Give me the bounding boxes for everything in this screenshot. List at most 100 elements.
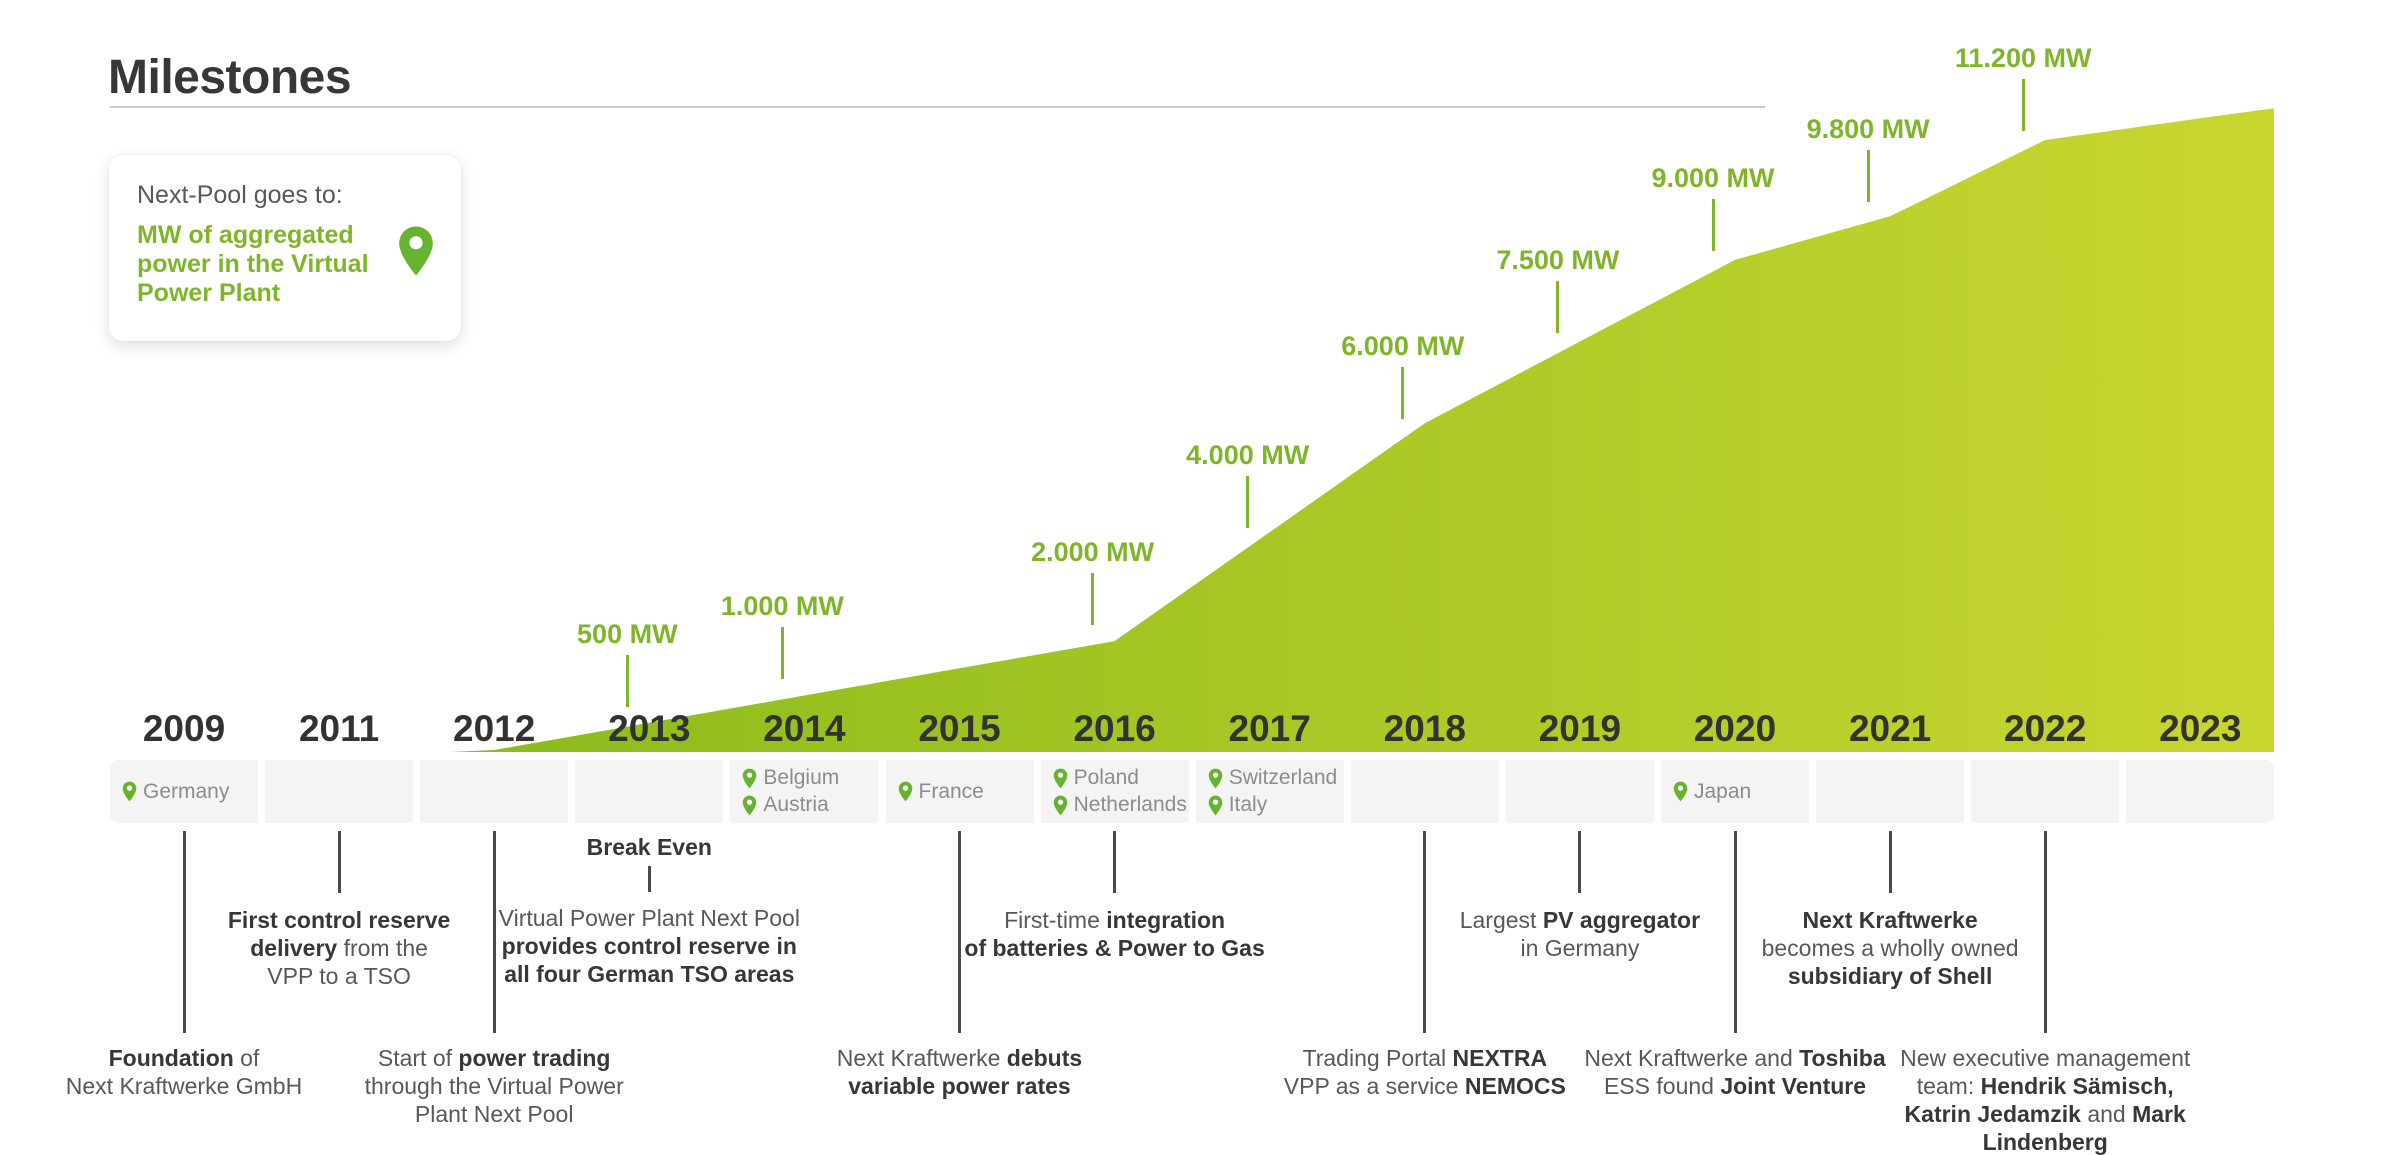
milestone-prelabel-2013: Break Even: [586, 834, 712, 860]
mw-value-label-2016: 2.000 MW: [1031, 536, 1155, 567]
location-pin-icon: [397, 225, 435, 282]
country-band-cell-2021: [1816, 760, 1965, 823]
milestone-text-2021: Next Kraftwerke becomes a wholly owned sub…: [1761, 907, 2019, 989]
mw-value-label-2018: 6.000 MW: [1341, 330, 1465, 361]
year-label-2023: 2023: [2159, 708, 2242, 749]
milestone-text-2020: Next Kraftwerke and Toshiba ESS found Joi…: [1584, 1045, 1886, 1099]
area-series: [450, 108, 2274, 753]
country-name: Poland: [1073, 766, 1139, 789]
country-name: Belgium: [763, 766, 840, 789]
mw-value-label-2019: 7.500 MW: [1496, 245, 1620, 276]
milestone-text-2019: Largest PV aggregator in Germany: [1459, 907, 1701, 961]
milestone-text-2016: First-time integration of batteries & Pow…: [964, 907, 1265, 961]
year-label-2021: 2021: [1848, 708, 1932, 749]
mw-value-label-2014: 1.000 MW: [720, 591, 844, 622]
year-label-2014: 2014: [763, 708, 846, 749]
milestone-connector-2022: [2043, 831, 2047, 1033]
country-list-2009: Germany: [110, 760, 258, 823]
mw-value-label-2013: 500 MW: [577, 618, 678, 649]
page-title: Milestones: [108, 51, 352, 105]
legend-card: Next-Pool goes to: MW of aggregated powe…: [109, 155, 461, 341]
country-band-cell-2013: [575, 760, 724, 823]
milestone-connector-2019: [1578, 831, 1582, 893]
country-item-netherlands: Netherlands: [1053, 793, 1189, 817]
milestone-connector-2011: [337, 831, 341, 893]
country-name: France: [918, 779, 984, 803]
country-name: Germany: [143, 779, 230, 803]
mw-value-label-2021: 9.800 MW: [1806, 114, 1930, 145]
mw-value-label-2022: 11.200 MW: [1954, 42, 2092, 73]
milestone-connector-2009: [182, 831, 186, 1033]
milestone-text-2018: Trading Portal NEXTRA VPP as a service NE…: [1283, 1045, 1566, 1099]
year-label-2022: 2022: [2004, 708, 2087, 749]
country-item-poland: Poland: [1053, 766, 1189, 790]
country-item-germany: Germany: [122, 780, 258, 804]
country-item-austria: Austria: [742, 793, 878, 817]
year-label-2012: 2012: [453, 708, 536, 749]
mw-tick-2018: [1401, 366, 1405, 419]
mw-tick-2016: [1091, 572, 1095, 625]
mw-tick-2020: [1711, 199, 1715, 252]
legend-highlight: MW of aggregated power in the Virtual Po…: [137, 221, 369, 307]
milestone-connector-2012: [492, 831, 496, 1033]
milestone-connector-2013: [647, 866, 651, 892]
year-label-2016: 2016: [1073, 708, 1156, 749]
milestone-text-2022: New executive management team: Hendrik Sä…: [1900, 1045, 2191, 1155]
country-item-italy: Italy: [1208, 793, 1344, 817]
country-band-cell-2012: [420, 760, 569, 823]
country-list-2015: France: [886, 760, 1034, 823]
country-band-cell-2023: [2126, 760, 2275, 823]
country-name: Japan: [1694, 779, 1752, 803]
location-pin-icon: [898, 781, 912, 802]
country-list-2020: Japan: [1661, 760, 1809, 823]
milestone-text-2009: Foundation of Next Kraftwerke GmbH: [65, 1045, 303, 1099]
location-pin-icon: [743, 795, 757, 815]
milestone-text-2015: Next Kraftwerke debuts variable power rat…: [836, 1045, 1083, 1099]
location-pin-icon: [1208, 768, 1222, 788]
mw-tick-2014: [780, 627, 784, 680]
country-item-switzerland: Switzerland: [1208, 766, 1344, 790]
milestone-text-2012: Start of power trading through the Virtua…: [364, 1045, 624, 1127]
mw-value-label-2017: 4.000 MW: [1186, 439, 1310, 470]
milestone-connector-2015: [958, 831, 961, 1033]
year-label-2015: 2015: [918, 708, 1001, 749]
mw-value-label-2020: 9.000 MW: [1651, 163, 1775, 194]
country-list-2016: Poland Netherlands: [1041, 760, 1189, 823]
country-name: Austria: [763, 793, 829, 816]
year-label-2013: 2013: [608, 708, 691, 749]
milestone-connector-2021: [1888, 831, 1892, 893]
country-item-france: France: [898, 780, 1034, 804]
mw-tick-2017: [1246, 475, 1250, 528]
country-item-belgium: Belgium: [742, 766, 878, 790]
location-pin-icon: [399, 226, 433, 276]
country-band-cell-2022: [1971, 760, 2120, 823]
country-name: Switzerland: [1228, 766, 1338, 789]
country-list-2017: Switzerland Italy: [1196, 760, 1344, 823]
year-label-2017: 2017: [1228, 708, 1311, 749]
mw-tick-2013: [625, 654, 629, 707]
location-pin-icon: [743, 768, 757, 788]
year-label-2009: 2009: [142, 708, 226, 749]
location-pin-icon: [1208, 795, 1222, 815]
year-label-2019: 2019: [1538, 708, 1622, 749]
country-name: Italy: [1228, 793, 1268, 816]
milestone-connector-2020: [1733, 831, 1737, 1033]
country-band-cell-2019: [1505, 760, 1654, 823]
country-band-cell-2011: [265, 760, 414, 823]
milestone-connector-2016: [1113, 831, 1117, 893]
milestone-text-2013: Virtual Power Plant Next Pool provides co…: [498, 905, 800, 987]
title-divider: [110, 106, 1765, 108]
location-pin-icon: [122, 781, 137, 802]
country-name: Netherlands: [1073, 793, 1187, 816]
country-item-japan: Japan: [1673, 780, 1809, 804]
milestone-text-2011: First control reserve delivery from the VP…: [227, 907, 451, 989]
mw-tick-2022: [2021, 78, 2025, 131]
country-list-2014: Belgium Austria: [730, 760, 878, 823]
mw-tick-2021: [1866, 150, 1870, 203]
year-label-2020: 2020: [1693, 708, 1777, 749]
mw-tick-2019: [1556, 281, 1560, 334]
location-pin-icon: [1673, 781, 1688, 802]
location-pin-icon: [1053, 795, 1067, 815]
